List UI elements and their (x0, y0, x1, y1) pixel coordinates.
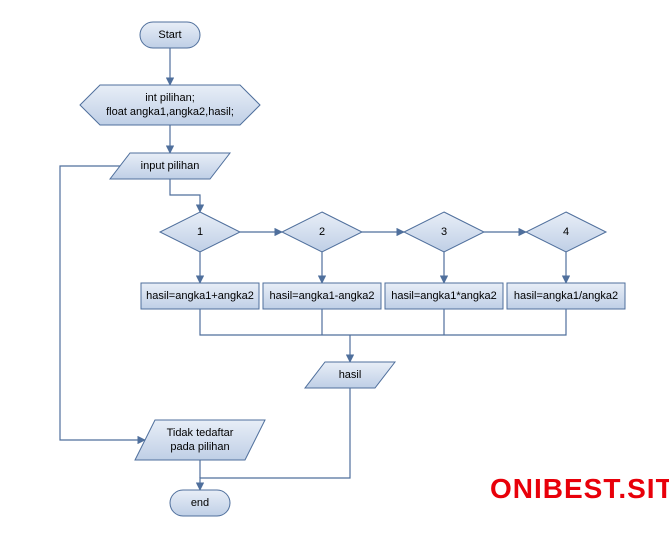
node-label: Start (158, 29, 181, 41)
node-label: 4 (563, 226, 569, 238)
node-decl: int pilihan; float angka1,angka2,hasil; (80, 85, 260, 125)
node-label: 2 (319, 226, 325, 238)
edge (60, 166, 145, 440)
node-p3: hasil=angka1*angka2 (385, 283, 503, 309)
node-label: hasil=angka1-angka2 (270, 290, 375, 302)
node-end: end (170, 490, 230, 516)
flowchart-canvas: Start int pilihan; float angka1,angka2,has… (0, 0, 669, 544)
node-label: Tidak tedaftar (167, 427, 234, 439)
watermark-text: ONIBEST.SITE (490, 473, 669, 504)
node-p2: hasil=angka1-angka2 (263, 283, 381, 309)
node-input: input pilihan (110, 153, 230, 179)
node-label: input pilihan (141, 160, 200, 172)
nodes-layer: Start int pilihan; float angka1,angka2,has… (80, 22, 625, 516)
node-label: end (191, 497, 209, 509)
node-hasil: hasil (305, 362, 395, 388)
node-label: hasil=angka1+angka2 (146, 290, 254, 302)
node-label: 3 (441, 226, 447, 238)
node-d4: 4 (526, 212, 606, 252)
edge (170, 179, 200, 212)
node-d3: 3 (404, 212, 484, 252)
node-label: float angka1,angka2,hasil; (106, 106, 234, 118)
node-label: 1 (197, 226, 203, 238)
node-label: pada pilihan (170, 441, 229, 453)
node-p4: hasil=angka1/angka2 (507, 283, 625, 309)
node-start: Start (140, 22, 200, 48)
node-label: hasil=angka1*angka2 (391, 290, 497, 302)
edge (200, 309, 566, 335)
node-label: int pilihan; (145, 92, 195, 104)
node-d2: 2 (282, 212, 362, 252)
node-p1: hasil=angka1+angka2 (141, 283, 259, 309)
node-label: hasil (339, 369, 362, 381)
node-label: hasil=angka1/angka2 (514, 290, 618, 302)
node-td: Tidak tedaftar pada pilihan (135, 420, 265, 460)
node-d1: 1 (160, 212, 240, 252)
